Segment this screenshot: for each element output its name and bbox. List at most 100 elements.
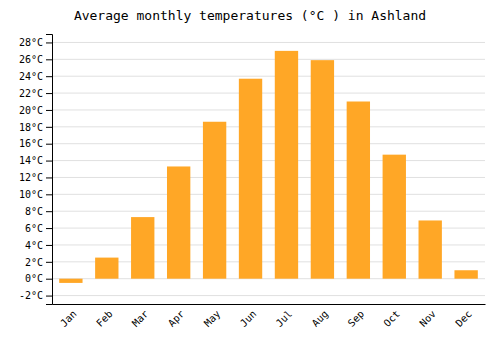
y-tick: 10°C [19,189,52,200]
y-tick-mark [46,110,52,111]
grid-line [52,160,485,161]
x-tick-label: Aug [310,308,331,329]
y-tick-label: 22°C [19,88,43,99]
y-tick: 26°C [19,54,52,65]
x-tick-label: Sep [346,308,367,329]
x-tick-label: Dec [453,308,474,329]
x-tick-label: Mar [130,308,151,329]
x-tick-label: Jun [238,308,259,329]
y-tick: 22°C [19,88,52,99]
y-tick-mark [46,245,52,246]
y-tick-mark [46,211,52,212]
y-tick: -2°C [19,290,52,301]
x-tick-label: May [202,308,223,329]
y-tick-label: 0°C [25,273,43,284]
y-tick-label: 20°C [19,105,43,116]
x-tick: Jun [238,308,259,329]
bar [239,79,262,279]
y-tick: 0°C [25,273,52,284]
grid-line [52,177,485,178]
y-tick-mark [46,144,52,145]
x-tick: Jul [274,308,295,329]
x-tick: Aug [310,308,331,329]
bar [419,220,442,278]
bar [95,258,118,279]
grid-line [52,211,485,212]
grid-line [52,126,485,127]
y-tick-label: 10°C [19,189,43,200]
chart: -2°C 0°C 2°C 4°C 6°C 8°C 10°C 12°C 14°C 16°C 18°C 2… [0,0,500,350]
x-tick-label: Nov [417,308,438,329]
x-tick: Nov [417,308,438,329]
x-axis-line [53,304,486,305]
x-tick-label: Apr [166,308,187,329]
y-tick: 20°C [19,105,52,116]
y-tick: 4°C [25,240,52,251]
y-tick-label: 2°C [25,257,43,268]
y-tick: 6°C [25,223,52,234]
y-tick: 18°C [19,122,52,133]
x-axis: Jan Feb Mar Apr May Jun Jul Aug Sep Oct Nov Dec [53,305,486,329]
y-tick: 8°C [25,206,52,217]
bar [347,102,370,279]
bar [454,270,477,278]
x-tick: Sep [346,308,367,329]
y-tick-label: 24°C [19,71,43,82]
x-tick: Dec [453,308,474,329]
y-tick-mark [46,59,52,60]
y-tick-mark [46,262,52,263]
y-tick-mark [46,279,52,280]
y-tick: 28°C [19,37,52,48]
x-tick-label: Jul [274,308,295,329]
grid [52,42,485,295]
y-tick-label: 14°C [19,155,43,166]
bars [59,51,478,283]
bar [383,155,406,279]
grid-line [52,42,485,43]
y-tick-mark [46,93,52,94]
y-tick-label: 6°C [25,223,43,234]
y-tick-label: 28°C [19,37,43,48]
y-tick: 24°C [19,71,52,82]
x-tick-label: Feb [94,308,115,329]
y-tick-mark [46,228,52,229]
bar [167,166,190,278]
grid-line [52,59,485,60]
x-tick-label: Jan [58,308,79,329]
grid-line [52,194,485,195]
y-tick-label: 12°C [19,172,43,183]
bar [203,122,226,279]
y-tick: 2°C [25,257,52,268]
grid-line [52,143,485,144]
x-tick: Feb [94,308,115,329]
x-tick-label: Oct [381,308,402,329]
y-tick-label: 16°C [19,138,43,149]
y-tick-mark [46,194,52,195]
y-tick: 16°C [19,138,52,149]
grid-line [52,109,485,110]
y-tick: 14°C [19,155,52,166]
y-tick-mark [46,177,52,178]
y-tick-label: -2°C [19,290,43,301]
title: Average monthly temperatures (°C ) in As… [74,8,426,23]
y-tick-mark [46,127,52,128]
grid-line [52,295,485,296]
y-tick-mark [46,296,52,297]
x-tick: May [202,308,223,329]
grid-line [52,93,485,94]
x-tick: Jan [58,308,79,329]
bar [131,217,154,279]
y-tick-label: 8°C [25,206,43,217]
x-tick: Oct [381,308,402,329]
y-tick-label: 18°C [19,122,43,133]
plot: -2°C 0°C 2°C 4°C 6°C 8°C 10°C 12°C 14°C 16°C 18°C 2… [19,35,486,329]
bar [311,60,334,279]
y-tick-mark [46,161,52,162]
y-axis-line [46,35,53,305]
bar [59,279,82,283]
y-axis: -2°C 0°C 2°C 4°C 6°C 8°C 10°C 12°C 14°C 16°C 18°C 2… [19,35,53,305]
y-tick-label: 4°C [25,240,43,251]
y-tick-mark [46,42,52,43]
y-tick: 12°C [19,172,52,183]
bar [275,51,298,279]
